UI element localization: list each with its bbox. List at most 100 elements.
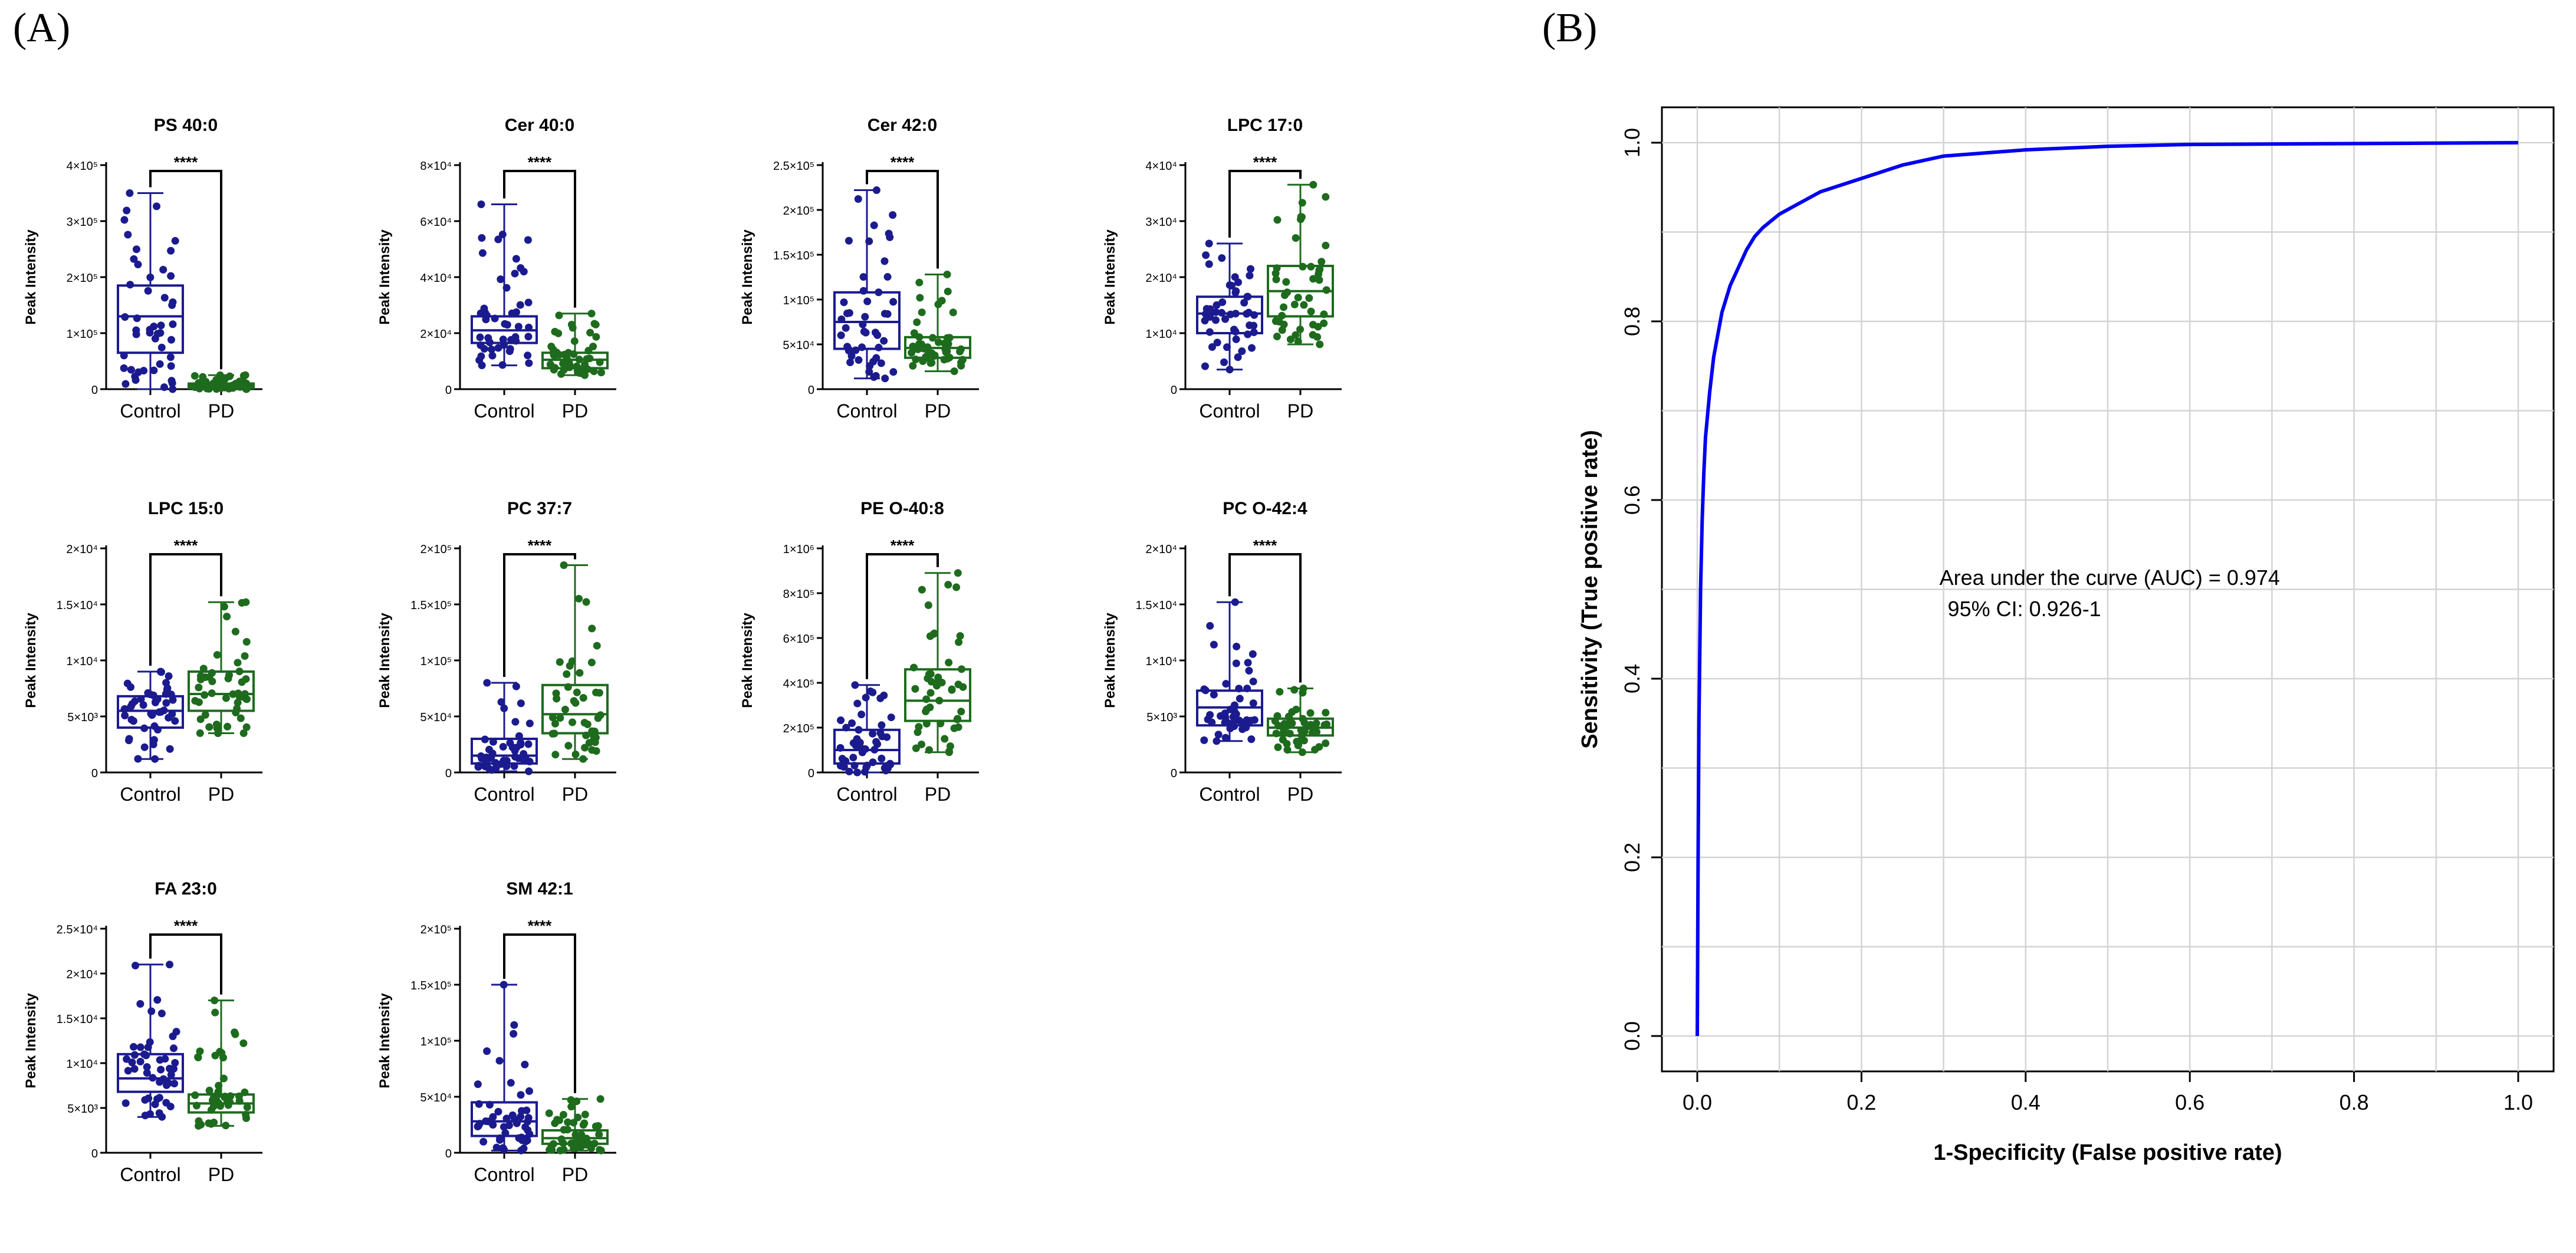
box-pd-point [192, 1101, 201, 1110]
box-pd-point [190, 371, 199, 380]
box-control-point [474, 1080, 482, 1088]
box-control-point [167, 1071, 175, 1079]
box-pd-point [587, 1144, 596, 1152]
box-pd-point [555, 311, 563, 320]
box-control-point [494, 235, 502, 244]
box-pd-point [593, 642, 601, 650]
y-tick-label: 3×10⁵ [67, 216, 98, 229]
box-control-point [511, 746, 519, 755]
box-pd-point [213, 651, 221, 659]
box-pd-point [1271, 717, 1279, 725]
significance-label: **** [174, 537, 198, 554]
box-control-iqr [1196, 295, 1263, 334]
box-control-point [495, 1136, 504, 1144]
box-pd-point [1299, 685, 1307, 692]
box-pd-point [199, 665, 208, 673]
x-tick-label: 0.4 [2011, 1090, 2041, 1114]
box-pd-point [1282, 278, 1290, 286]
box-pd-point [211, 1008, 219, 1017]
box-control-point [857, 711, 866, 719]
y-tick-label: 2×10⁴ [1145, 543, 1177, 556]
box-control-point [870, 745, 879, 754]
box-pd-point [576, 669, 584, 677]
box-control-point [500, 704, 508, 712]
box-control-point [518, 755, 527, 763]
box-pd-point [231, 1030, 239, 1038]
chart-title: PE O-40:8 [860, 499, 944, 518]
box-pd-point [575, 594, 583, 603]
box-pd-point [913, 318, 921, 326]
box-control-point [1247, 735, 1256, 744]
box-control-point [510, 1021, 518, 1029]
box-control-point [502, 757, 511, 765]
box-pd-point [205, 723, 213, 731]
box-control-point [146, 273, 155, 281]
box-pd-point [573, 362, 581, 370]
box-pd-point [1298, 199, 1306, 207]
y-tick-label: 2×10⁴ [66, 543, 98, 556]
y-tick-label: 0 [445, 384, 452, 397]
x-tick-label: PD [1287, 784, 1313, 805]
box-control-point [512, 682, 520, 690]
box-pd-point [908, 348, 916, 357]
box-pd-point [1322, 193, 1330, 201]
box-control-point [1244, 659, 1252, 667]
box-pd-point [1276, 688, 1284, 696]
box-pd-point [1320, 319, 1328, 327]
box-pd-point [928, 359, 936, 367]
box-control-point [1213, 737, 1221, 745]
box-pd-point [574, 1113, 582, 1122]
box-pd-point [242, 695, 251, 703]
boxplot-pe-o-40-8: PE O-40:8 Peak Intensity 0 2×10⁵ 4×10⁵ 6×10⁵ 8… [717, 489, 1070, 873]
box-control-point [1246, 271, 1254, 279]
box-control-point [846, 358, 855, 366]
box-control-point [502, 1114, 511, 1123]
box-control-point [885, 229, 893, 238]
box-control-point [1231, 327, 1240, 336]
x-tick-label: PD [562, 1164, 588, 1185]
box-control-point [121, 712, 129, 720]
box-pd-point [592, 320, 600, 328]
box-pd-point [571, 699, 580, 707]
box-pd-point [210, 1119, 218, 1127]
box-control-point [1248, 650, 1257, 658]
box-control-point [172, 1028, 180, 1036]
box-control-point [477, 352, 485, 360]
box-control-point [131, 697, 139, 705]
box-control-point [838, 755, 846, 763]
box-pd-point [911, 685, 919, 693]
box-pd-point [941, 345, 949, 353]
box-pd-point [588, 624, 596, 633]
box-pd-point [556, 714, 564, 722]
y-tick-label: 1.5×10⁵ [773, 249, 814, 262]
y-tick-label: 2×10⁵ [420, 923, 452, 936]
box-pd-point [925, 746, 934, 754]
box-pd-point [931, 351, 939, 360]
box-pd-point [944, 581, 952, 589]
box-control-point [1250, 328, 1258, 337]
box-pd-point [1297, 731, 1306, 739]
box-control-point [478, 249, 487, 257]
box-pd-point [222, 694, 230, 702]
y-tick-label: 1.5×10⁵ [410, 599, 452, 612]
box-control-point [1244, 330, 1252, 338]
box-pd-point [934, 300, 942, 308]
box-control-point [124, 1067, 132, 1075]
box-control-point [477, 341, 485, 350]
y-tick-label: 1×10⁵ [783, 294, 814, 307]
box-pd-point [211, 1051, 219, 1060]
box-control-point [1220, 358, 1228, 366]
boxplot-svg: PC 37:7 Peak Intensity 0 5×10⁴ 1×10⁵ 1.5×10⁵ 2… [377, 499, 616, 805]
box-control-point [140, 367, 148, 375]
box-pd-point [548, 713, 557, 722]
significance-label: **** [174, 917, 198, 935]
box-control-point [878, 754, 886, 762]
x-tick-label: Control [1199, 400, 1260, 422]
x-tick-label: Control [120, 784, 180, 805]
box-control-point [149, 1074, 157, 1082]
box-control-point [478, 361, 486, 370]
box-pd-point [196, 672, 205, 680]
box-control-point [146, 1110, 155, 1118]
box-pd-point [596, 1095, 604, 1103]
box-control-point [870, 221, 878, 229]
